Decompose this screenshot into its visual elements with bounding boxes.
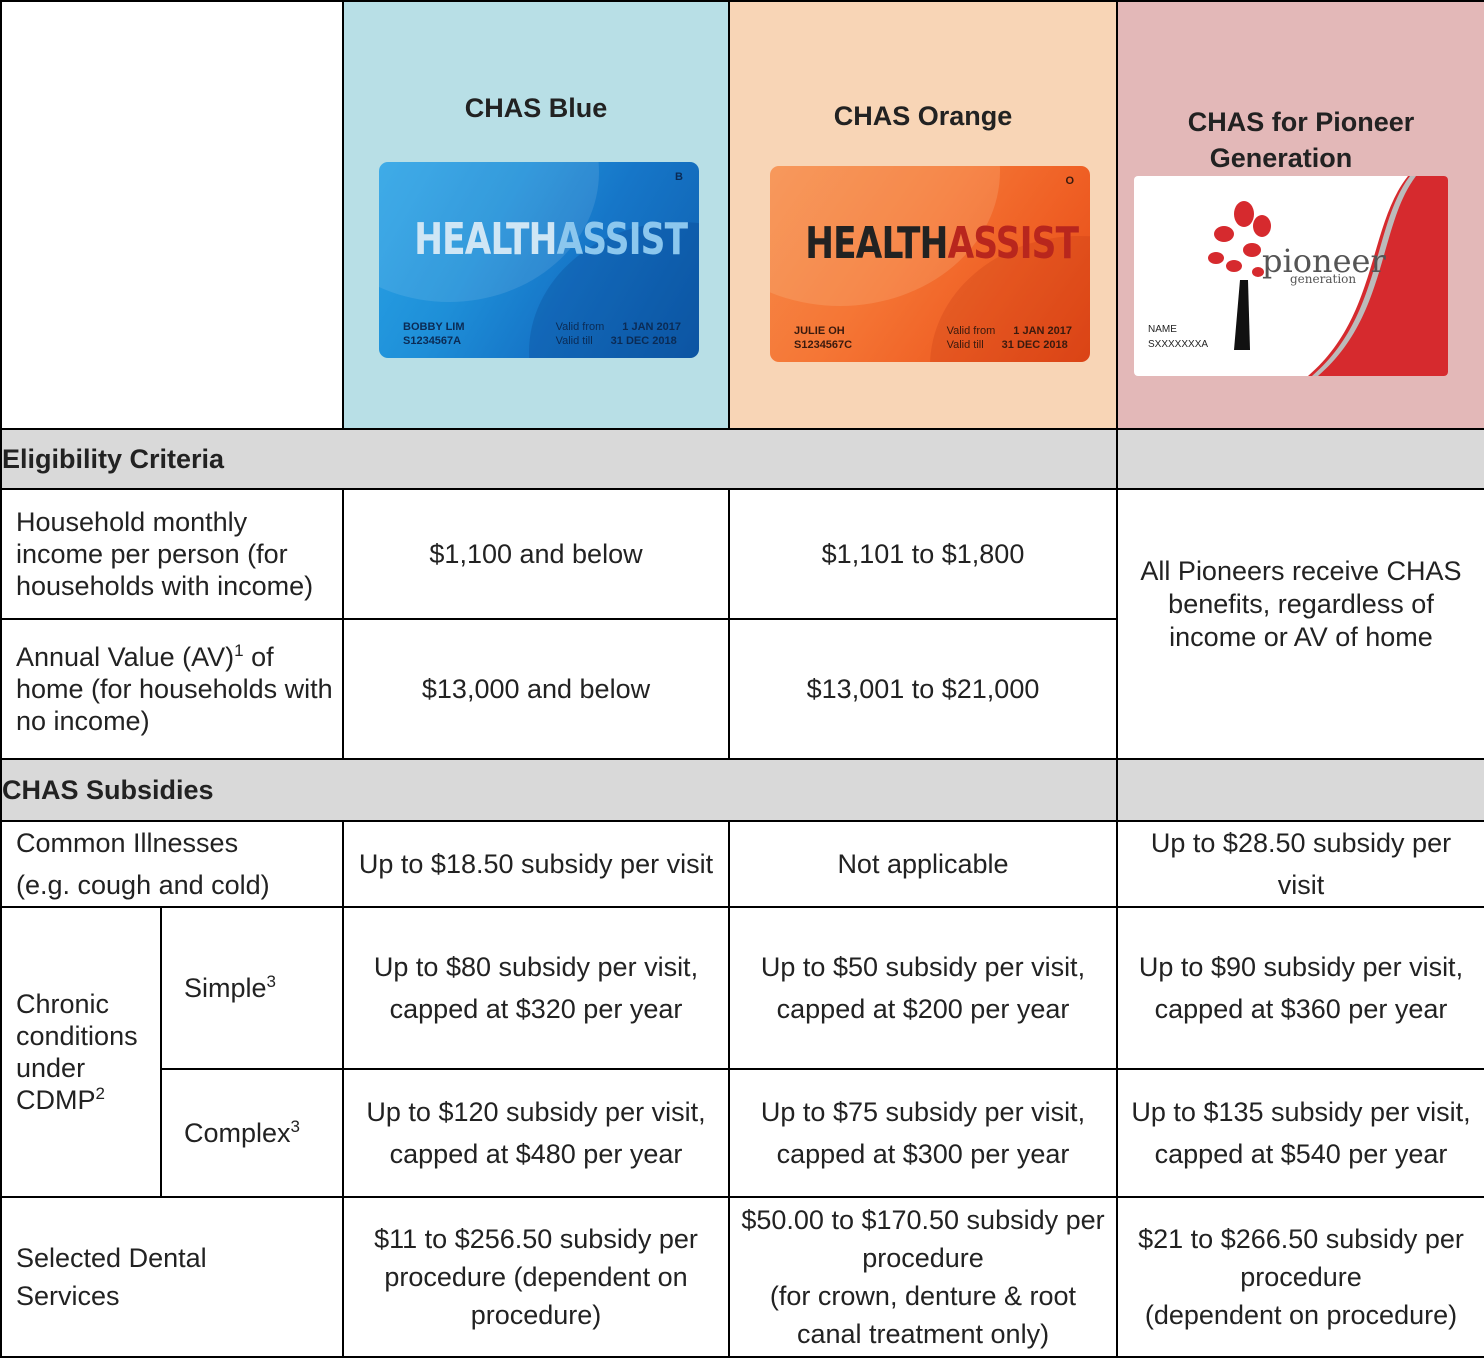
chas-blue-card-image: B HEALTHASSIST BOBBY LIM S1234567A Valid… bbox=[379, 162, 699, 358]
pioneer-logo-text: pioneer bbox=[1262, 242, 1386, 280]
healthassist-logo: HEALTHASSIST bbox=[414, 214, 688, 265]
common-blue: Up to $18.50 subsidy per visit bbox=[342, 820, 730, 908]
av-row: Annual Value (AV)1 of home (for househol… bbox=[0, 618, 1484, 760]
chronic-conditions-label: Chronic conditions under CDMP2 bbox=[0, 906, 162, 1198]
card-holder: BOBBY LIM S1234567A bbox=[403, 321, 465, 347]
card-holder: JULIE OH S1234567C bbox=[794, 325, 853, 351]
complex-label: Complex3 bbox=[160, 1068, 344, 1198]
header-chas-blue: CHAS Blue B HEALTHASSIST BOBBY LIM S1234… bbox=[342, 0, 730, 430]
simple-blue: Up to $80 subsidy per visit, capped at $… bbox=[342, 906, 730, 1070]
pioneer-logo-subtext: generation bbox=[1290, 272, 1357, 286]
card-tier-letter: B bbox=[675, 171, 683, 183]
av-blue: $13,000 and below bbox=[342, 618, 730, 760]
dental-row: Selected Dental Services $11 to $256.50 … bbox=[0, 1196, 1484, 1358]
income-blue: $1,100 and below bbox=[342, 488, 730, 620]
eligibility-section-row: Eligibility Criteria bbox=[0, 428, 1484, 490]
income-orange: $1,101 to $1,800 bbox=[728, 488, 1118, 620]
chas-blue-title: CHAS Blue bbox=[464, 93, 608, 123]
section-blank-cell bbox=[1116, 428, 1484, 490]
chronic-complex-row: Complex3 Up to $120 subsidy per visit, c… bbox=[1, 1068, 1484, 1198]
common-orange: Not applicable bbox=[728, 820, 1118, 908]
dental-orange: $50.00 to $170.50 subsidy per procedure … bbox=[728, 1196, 1118, 1358]
common-illnesses-label: Common Illnesses (e.g. cough and cold) bbox=[0, 820, 344, 908]
complex-blue: Up to $120 subsidy per visit, capped at … bbox=[342, 1068, 730, 1198]
av-orange: $13,001 to $21,000 bbox=[728, 618, 1118, 760]
common-pioneer: Up to $28.50 subsidy per visit bbox=[1116, 820, 1484, 908]
red-wedge-graphic bbox=[1308, 176, 1448, 376]
simple-pioneer: Up to $90 subsidy per visit, capped at $… bbox=[1116, 906, 1484, 1070]
header-empty-cell bbox=[0, 0, 344, 430]
pioneer-card-image: pioneer generation NAME SXXXXXXXA bbox=[1134, 176, 1448, 376]
chas-orange-title: CHAS Orange bbox=[833, 101, 1013, 131]
dental-label: Selected Dental Services bbox=[0, 1196, 344, 1358]
card-holder: NAME SXXXXXXXA bbox=[1148, 324, 1209, 350]
complex-pioneer: Up to $135 subsidy per visit, capped at … bbox=[1116, 1068, 1484, 1198]
simple-orange: Up to $50 subsidy per visit, capped at $… bbox=[728, 906, 1118, 1070]
chas-subsidies-heading: CHAS Subsidies bbox=[0, 758, 1118, 822]
header-row: CHAS Blue B HEALTHASSIST BOBBY LIM S1234… bbox=[0, 0, 1484, 430]
pioneer-eligibility: All Pioneers receive CHAS benefits, rega… bbox=[1116, 488, 1484, 760]
card-validity: Valid from 1 JAN 2017 Valid till 31 DEC 20… bbox=[946, 325, 1072, 351]
healthassist-logo: HEALTHASSIST bbox=[805, 218, 1079, 269]
common-illnesses-row: Common Illnesses (e.g. cough and cold) U… bbox=[0, 820, 1484, 908]
income-row: Household monthly income per person (for… bbox=[0, 488, 1484, 760]
dental-blue: $11 to $256.50 subsidy per procedure (de… bbox=[342, 1196, 730, 1358]
subsidies-section-row: CHAS Subsidies bbox=[0, 758, 1484, 822]
complex-orange: Up to $75 subsidy per visit, capped at $… bbox=[728, 1068, 1118, 1198]
card-tier-letter: O bbox=[1065, 175, 1074, 187]
pioneer-tree-icon bbox=[1208, 201, 1271, 350]
av-label: Annual Value (AV)1 of home (for househol… bbox=[0, 618, 344, 760]
header-chas-pioneer: CHAS for Pioneer Generation bbox=[1116, 0, 1484, 430]
income-label: Household monthly income per person (for… bbox=[0, 488, 344, 620]
chronic-simple-row: Chronic conditions under CDMP2 Simple3 U… bbox=[0, 906, 1484, 1198]
chas-pioneer-title: CHAS for Pioneer Generation bbox=[1187, 107, 1415, 173]
eligibility-criteria-heading: Eligibility Criteria bbox=[0, 428, 1118, 490]
card-validity: Valid from 1 JAN 2017 Valid till 31 DEC 20… bbox=[555, 321, 681, 347]
dental-pioneer: $21 to $266.50 subsidy per procedure (de… bbox=[1116, 1196, 1484, 1358]
header-chas-orange: CHAS Orange O HEALTHASSIST JULIE OH S123… bbox=[728, 0, 1118, 430]
chas-orange-card-image: O HEALTHASSIST JULIE OH S1234567C Valid … bbox=[770, 166, 1090, 362]
simple-label: Simple3 bbox=[160, 906, 344, 1070]
section-blank-cell bbox=[1116, 758, 1484, 822]
